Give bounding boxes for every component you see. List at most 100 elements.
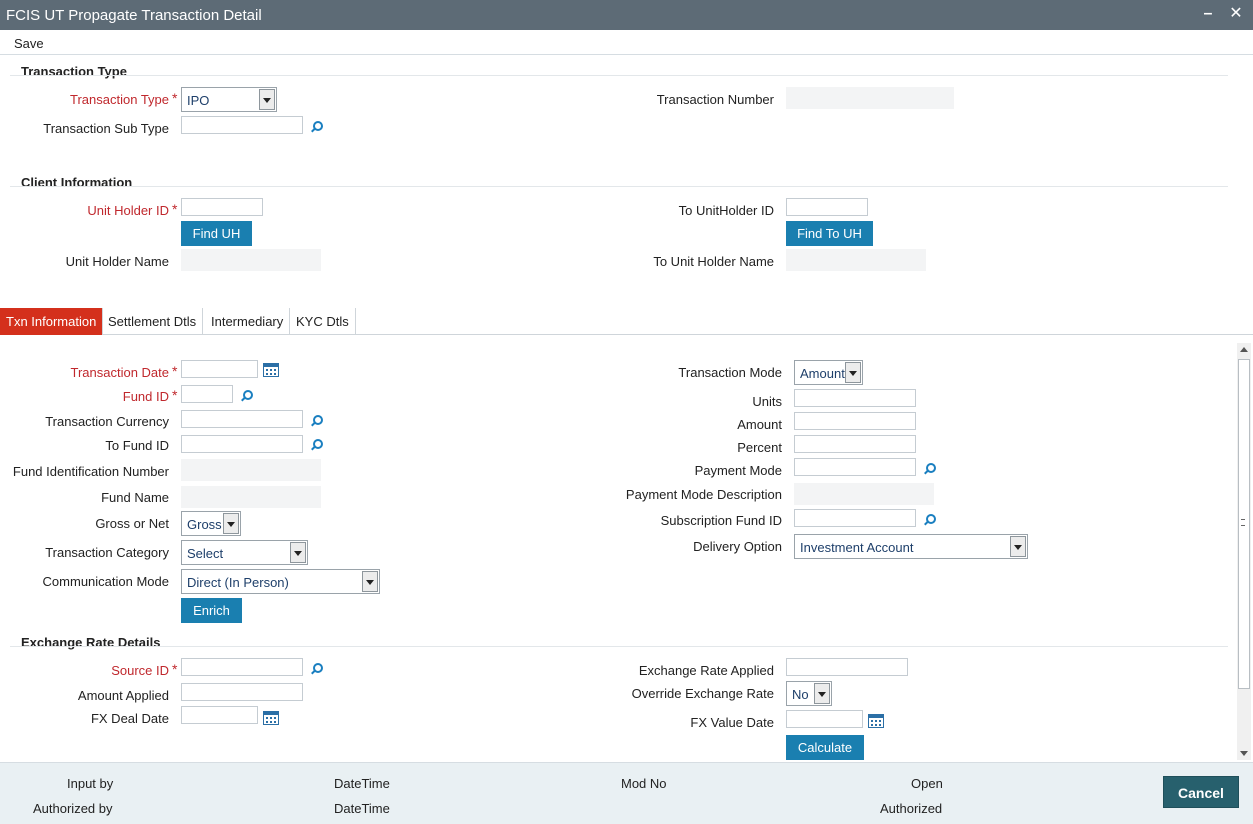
scroll-down-icon[interactable] — [1240, 751, 1248, 756]
dropdown-arrow-icon[interactable] — [223, 513, 239, 534]
tab-intermediary[interactable]: Intermediary — [205, 308, 291, 335]
units-label: Units — [752, 394, 782, 409]
find-to-uh-button[interactable]: Find To UH — [786, 221, 873, 246]
payment-mode-label: Payment Mode — [694, 463, 782, 478]
communication-mode-label: Communication Mode — [42, 574, 169, 589]
find-uh-button[interactable]: Find UH — [181, 221, 252, 246]
fund-id-input[interactable] — [181, 385, 233, 403]
fund-identification-number-label: Fund Identification Number — [12, 464, 169, 479]
transaction-number-label: Transaction Number — [656, 92, 774, 107]
minimize-button[interactable]: – — [1203, 5, 1213, 22]
communication-mode-select[interactable]: Direct (In Person) — [181, 569, 380, 594]
tab-settlement-dtls[interactable]: Settlement Dtls — [102, 308, 204, 335]
transaction-sub-type-input[interactable] — [181, 116, 303, 134]
gross-or-net-select[interactable]: Gross — [181, 511, 241, 536]
transaction-category-label: Transaction Category — [45, 545, 169, 560]
transaction-sub-type-label: Transaction Sub Type — [43, 121, 169, 136]
scrollbar-thumb[interactable] — [1238, 359, 1250, 689]
subscription-fund-id-input[interactable] — [794, 509, 916, 527]
exchange-rate-applied-label: Exchange Rate Applied — [638, 663, 774, 678]
to-unitholder-id-input[interactable] — [786, 198, 868, 216]
close-button[interactable]: ✕ — [1229, 5, 1243, 22]
transaction-number-field — [786, 87, 954, 109]
required-marker: * — [172, 387, 178, 403]
unit-holder-name-label: Unit Holder Name — [65, 254, 169, 269]
required-marker: * — [172, 363, 178, 379]
source-id-input[interactable] — [181, 658, 303, 676]
transaction-category-select[interactable]: Select — [181, 540, 308, 565]
transaction-type-value: IPO — [187, 93, 210, 108]
amount-applied-input[interactable] — [181, 683, 303, 701]
to-fund-id-input[interactable] — [181, 435, 303, 453]
fund-name-field — [181, 486, 321, 508]
section-divider — [10, 186, 1228, 187]
override-exchange-rate-label: Override Exchange Rate — [631, 686, 774, 701]
transaction-currency-label: Transaction Currency — [45, 414, 169, 429]
client-information-section-title: Client Information — [21, 175, 133, 190]
open-status-label: Open — [911, 776, 943, 791]
fund-id-label: Fund ID — [122, 389, 169, 404]
unit-holder-id-label: Unit Holder ID — [87, 203, 169, 218]
tab-txn-information[interactable]: Txn Information — [0, 308, 104, 335]
payment-mode-description-label: Payment Mode Description — [625, 487, 782, 502]
dropdown-arrow-icon[interactable] — [845, 362, 861, 383]
fx-value-date-input[interactable] — [786, 710, 863, 728]
transaction-currency-input[interactable] — [181, 410, 303, 428]
to-unitholder-id-label: To UnitHolder ID — [678, 203, 774, 218]
authorized-datetime-label: DateTime — [334, 801, 390, 816]
search-icon[interactable] — [239, 389, 253, 403]
amount-label: Amount — [737, 417, 782, 432]
tab-kyc-dtls[interactable]: KYC Dtls — [290, 308, 356, 335]
dropdown-arrow-icon[interactable] — [259, 89, 275, 110]
window-title: FCIS UT Propagate Transaction Detail — [6, 7, 262, 24]
override-exchange-rate-value: No — [792, 687, 809, 702]
transaction-date-input[interactable] — [181, 360, 258, 378]
transaction-type-select[interactable]: IPO — [181, 87, 277, 112]
unit-holder-id-input[interactable] — [181, 198, 263, 216]
enrich-button[interactable]: Enrich — [181, 598, 242, 623]
authorized-by-label: Authorized by — [33, 801, 113, 816]
calculate-button[interactable]: Calculate — [786, 735, 864, 760]
delivery-option-select[interactable]: Investment Account — [794, 534, 1028, 559]
search-icon[interactable] — [309, 662, 323, 676]
gross-or-net-value: Gross — [187, 517, 222, 532]
audit-footer: Input by Authorized by DateTime DateTime… — [0, 762, 1253, 824]
search-icon[interactable] — [922, 513, 936, 527]
communication-mode-value: Direct (In Person) — [187, 575, 289, 590]
dropdown-arrow-icon[interactable] — [290, 542, 306, 563]
amount-input[interactable] — [794, 412, 916, 430]
percent-input[interactable] — [794, 435, 916, 453]
subscription-fund-id-label: Subscription Fund ID — [660, 513, 782, 528]
required-marker: * — [172, 661, 178, 677]
dropdown-arrow-icon[interactable] — [814, 683, 830, 704]
mod-no-label: Mod No — [621, 776, 667, 791]
required-marker: * — [172, 90, 178, 106]
fx-deal-date-input[interactable] — [181, 706, 258, 724]
scroll-grip-icon — [1241, 519, 1245, 526]
payment-mode-input[interactable] — [794, 458, 916, 476]
dropdown-arrow-icon[interactable] — [1010, 536, 1026, 557]
amount-applied-label: Amount Applied — [77, 688, 169, 703]
exchange-rate-applied-input[interactable] — [786, 658, 908, 676]
search-icon[interactable] — [309, 438, 323, 452]
vertical-scrollbar[interactable] — [1237, 343, 1251, 760]
delivery-option-value: Investment Account — [800, 540, 914, 555]
transaction-mode-value: Amount — [800, 366, 845, 381]
transaction-mode-select[interactable]: Amount — [794, 360, 863, 385]
search-icon[interactable] — [309, 120, 323, 134]
calendar-icon[interactable] — [868, 714, 884, 728]
tab-bar: Txn Information Settlement Dtls Intermed… — [0, 308, 1253, 335]
units-input[interactable] — [794, 389, 916, 407]
override-exchange-rate-select[interactable]: No — [786, 681, 832, 706]
cancel-button[interactable]: Cancel — [1163, 776, 1239, 808]
calendar-icon[interactable] — [263, 363, 279, 377]
search-icon[interactable] — [922, 462, 936, 476]
search-icon[interactable] — [309, 414, 323, 428]
dropdown-arrow-icon[interactable] — [362, 571, 378, 592]
to-unit-holder-name-field — [786, 249, 926, 271]
scroll-up-icon[interactable] — [1240, 347, 1248, 352]
fx-deal-date-label: FX Deal Date — [90, 711, 169, 726]
calendar-icon[interactable] — [263, 711, 279, 725]
section-divider — [10, 646, 1228, 647]
save-button[interactable]: Save — [14, 36, 44, 51]
